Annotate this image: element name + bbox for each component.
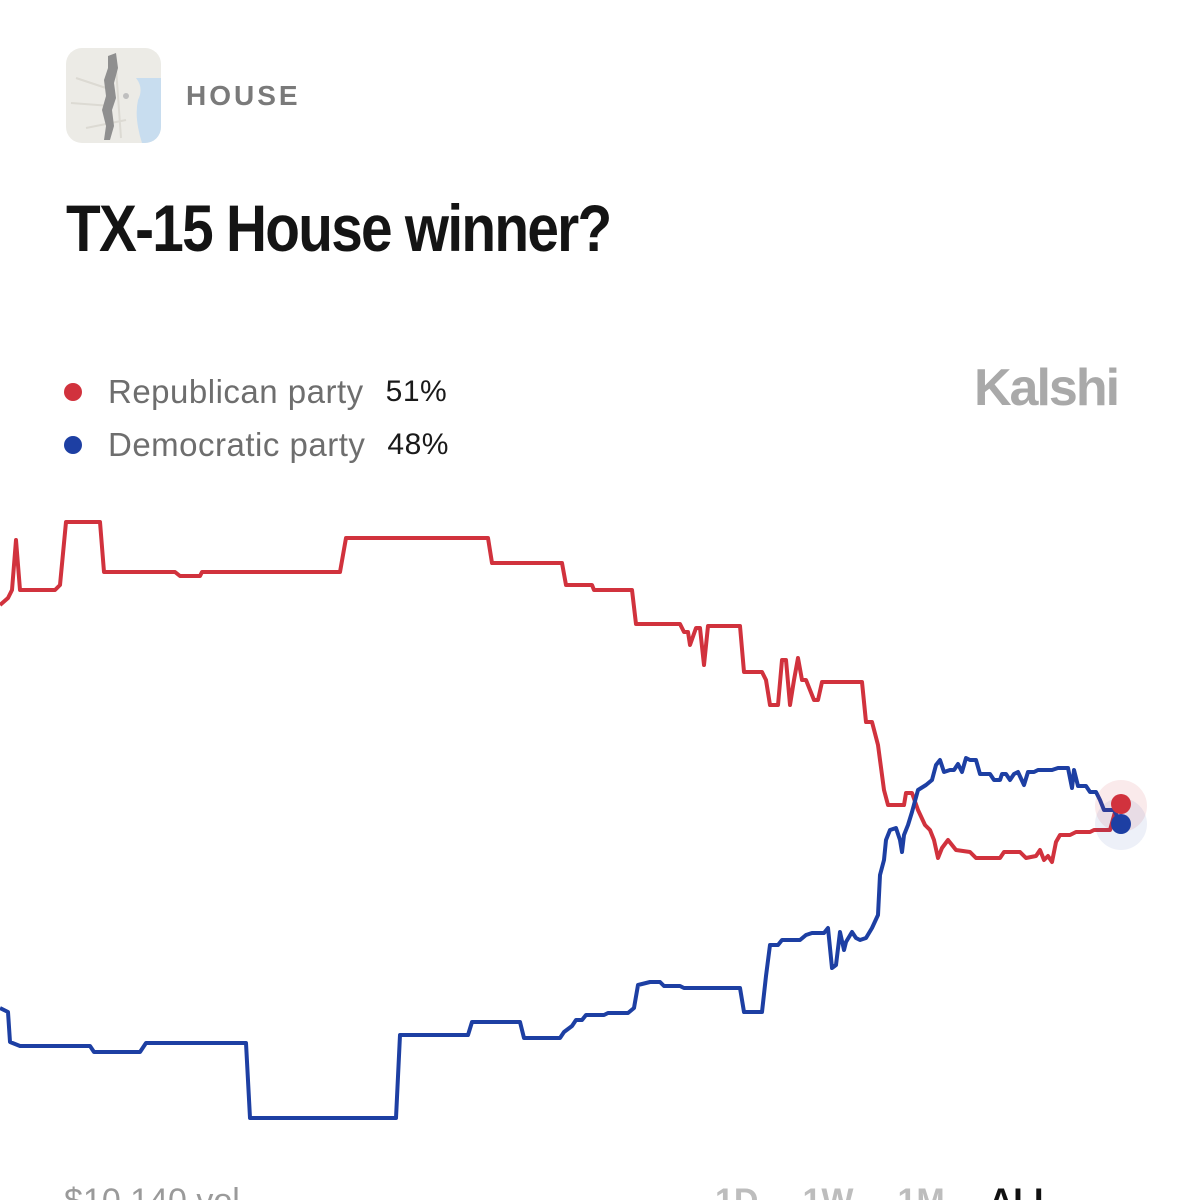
democratic-dot-icon <box>64 436 82 454</box>
chart-lines <box>0 520 1123 1120</box>
volume-label: $10,140 vol <box>64 1182 240 1200</box>
market-title: TX-15 House winner? <box>66 191 612 265</box>
category-label: HOUSE <box>186 80 301 111</box>
legend-name: Democratic party <box>108 426 366 463</box>
chart-footer: $10,140 vol 1D 1W 1M ALL <box>0 1182 1185 1200</box>
range-selector: 1D 1W 1M ALL <box>715 1182 1055 1200</box>
range-all[interactable]: ALL <box>989 1182 1055 1200</box>
democratic-endpoint <box>1111 814 1131 834</box>
republican-endpoint <box>1111 794 1131 814</box>
republican-series-line <box>0 520 1123 864</box>
legend-item-republican: Republican party 51% <box>64 372 447 412</box>
legend-item-democratic: Democratic party 48% <box>64 425 449 465</box>
district-map-thumbnail <box>66 48 161 143</box>
legend-percent: 51% <box>385 375 448 408</box>
legend-name: Republican party <box>108 373 364 410</box>
republican-dot-icon <box>64 383 82 401</box>
range-1w[interactable]: 1W <box>802 1182 853 1200</box>
range-1d[interactable]: 1D <box>715 1182 758 1200</box>
legend-percent: 48% <box>387 428 449 461</box>
district-map-icon <box>66 48 161 143</box>
kalshi-logo: Kalshi <box>974 359 1120 417</box>
democratic-series-line <box>0 756 1123 1120</box>
range-1m[interactable]: 1M <box>897 1182 944 1200</box>
